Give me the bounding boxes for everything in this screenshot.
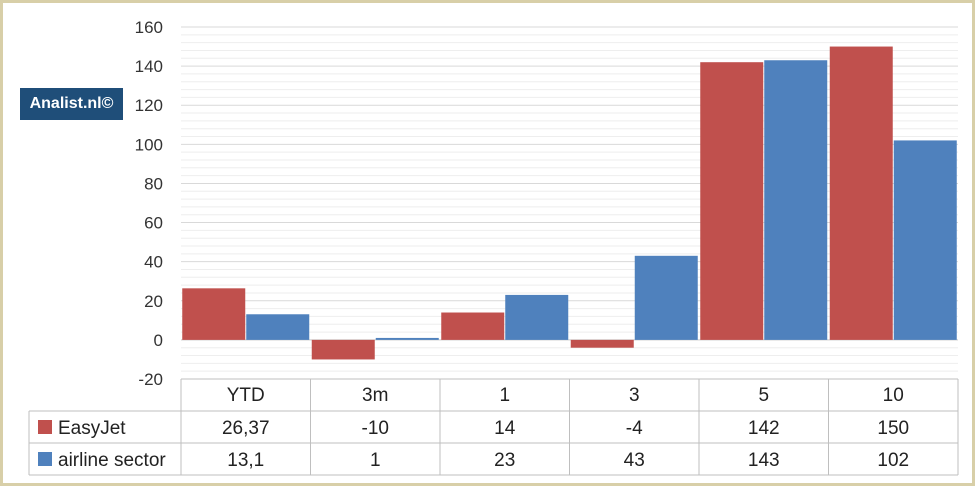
legend-label-easyjet: EasyJet	[58, 418, 126, 439]
bar-easyjet	[311, 339, 375, 360]
bar-easyjet	[182, 288, 246, 340]
bars	[182, 46, 957, 360]
bar-easyjet	[441, 312, 505, 340]
bar-airline-sector	[375, 337, 439, 340]
y-tick-label: 80	[144, 174, 163, 193]
brand-label: Analist.nl©	[29, 95, 114, 112]
data-label: 150	[877, 418, 909, 439]
category-label: 3	[629, 385, 640, 406]
category-label: 1	[499, 385, 510, 406]
data-label: 1	[370, 450, 381, 471]
grid-lines	[181, 26, 958, 380]
category-label: 10	[883, 385, 904, 406]
y-tick-label: 0	[154, 331, 163, 350]
chart-canvas: -20 0 20 40 60 80 100 120 140 160 YTD 3m 1 3 5 10 EasyJ…	[28, 18, 959, 476]
y-tick-label: 60	[144, 214, 163, 233]
bar-airline-sector	[246, 314, 310, 340]
brand-logo: Analist.nl©	[20, 88, 123, 120]
data-label: -10	[362, 418, 389, 439]
bar-easyjet	[700, 62, 764, 340]
y-tick-label: 120	[135, 96, 163, 115]
data-label: 102	[877, 450, 909, 471]
y-tick-label: 140	[135, 57, 163, 76]
category-label: YTD	[227, 385, 265, 406]
category-label: 5	[758, 385, 769, 406]
data-label: 13,1	[227, 450, 264, 471]
y-tick-label: -20	[138, 370, 163, 389]
data-label: 26,37	[222, 418, 270, 439]
bar-airline-sector	[634, 255, 698, 340]
bar-airline-sector	[893, 140, 957, 340]
data-label: 142	[748, 418, 780, 439]
bar-easyjet	[829, 46, 893, 340]
y-tick-label: 40	[144, 253, 163, 272]
data-label: -4	[626, 418, 643, 439]
data-label: 14	[494, 418, 516, 439]
data-label: 23	[494, 450, 515, 471]
data-table: YTD 3m 1 3 5 10 EasyJet 26,37 -10 14 -4 142 150 airli…	[28, 378, 959, 476]
y-axis: -20 0 20 40 60 80 100 120 140 160	[135, 18, 163, 389]
legend-swatch-airline-sector	[38, 452, 52, 466]
bar-airline-sector	[505, 294, 569, 340]
y-tick-label: 100	[135, 135, 163, 154]
legend-swatch-easyjet	[38, 420, 52, 434]
data-label: 43	[624, 450, 645, 471]
category-label: 3m	[362, 385, 388, 406]
bar-easyjet	[570, 339, 634, 348]
legend-label-airline-sector: airline sector	[58, 450, 166, 471]
y-tick-label: 160	[135, 18, 163, 37]
y-tick-label: 20	[144, 292, 163, 311]
data-label: 143	[748, 450, 780, 471]
bar-airline-sector	[764, 60, 828, 340]
